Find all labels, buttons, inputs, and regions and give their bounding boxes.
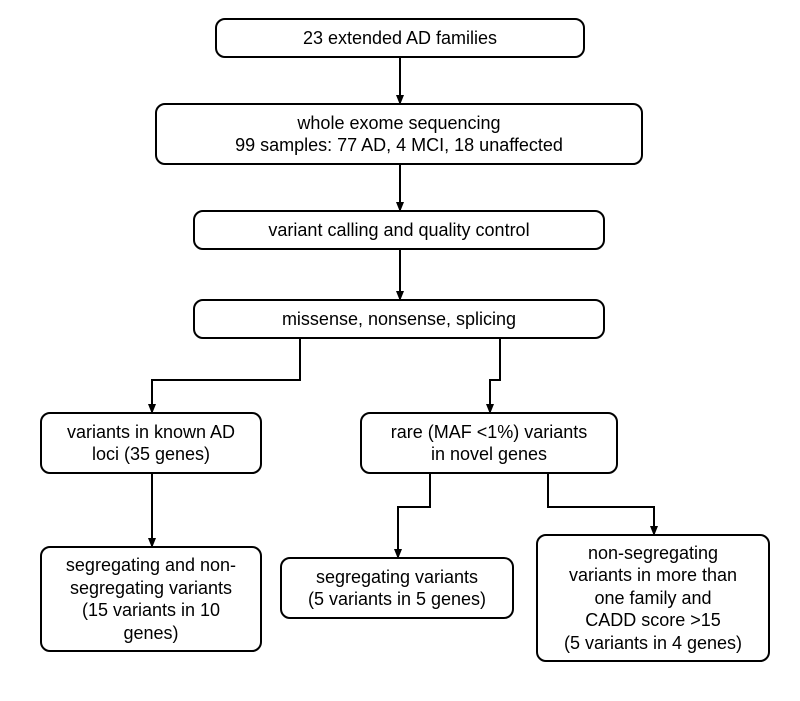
flow-node-n3: variant calling and quality control	[193, 210, 605, 250]
flowchart-canvas: 23 extended AD families whole exome seque…	[0, 0, 800, 701]
flow-node-label: variant calling and quality control	[268, 219, 529, 242]
flow-node-n7: segregating and non- segregating variant…	[40, 546, 262, 652]
flow-edge-7	[548, 474, 654, 534]
flow-node-n1: 23 extended AD families	[215, 18, 585, 58]
flow-node-label: segregating variants (5 variants in 5 ge…	[308, 566, 486, 611]
flow-node-label: whole exome sequencing 99 samples: 77 AD…	[235, 112, 563, 157]
flow-edge-6	[398, 474, 430, 557]
flow-node-label: variants in known AD loci (35 genes)	[67, 421, 235, 466]
flow-node-label: segregating and non- segregating variant…	[66, 554, 236, 644]
flow-edge-5	[490, 339, 500, 412]
flow-node-n4: missense, nonsense, splicing	[193, 299, 605, 339]
flow-node-label: 23 extended AD families	[303, 27, 497, 50]
flow-node-label: missense, nonsense, splicing	[282, 308, 516, 331]
flow-node-n5: variants in known AD loci (35 genes)	[40, 412, 262, 474]
flow-node-n8: segregating variants (5 variants in 5 ge…	[280, 557, 514, 619]
flow-node-n2: whole exome sequencing 99 samples: 77 AD…	[155, 103, 643, 165]
flow-node-n9: non-segregating variants in more than on…	[536, 534, 770, 662]
flow-node-label: non-segregating variants in more than on…	[564, 542, 742, 655]
flow-node-n6: rare (MAF <1%) variants in novel genes	[360, 412, 618, 474]
flow-edge-4	[152, 339, 300, 412]
flow-node-label: rare (MAF <1%) variants in novel genes	[391, 421, 588, 466]
